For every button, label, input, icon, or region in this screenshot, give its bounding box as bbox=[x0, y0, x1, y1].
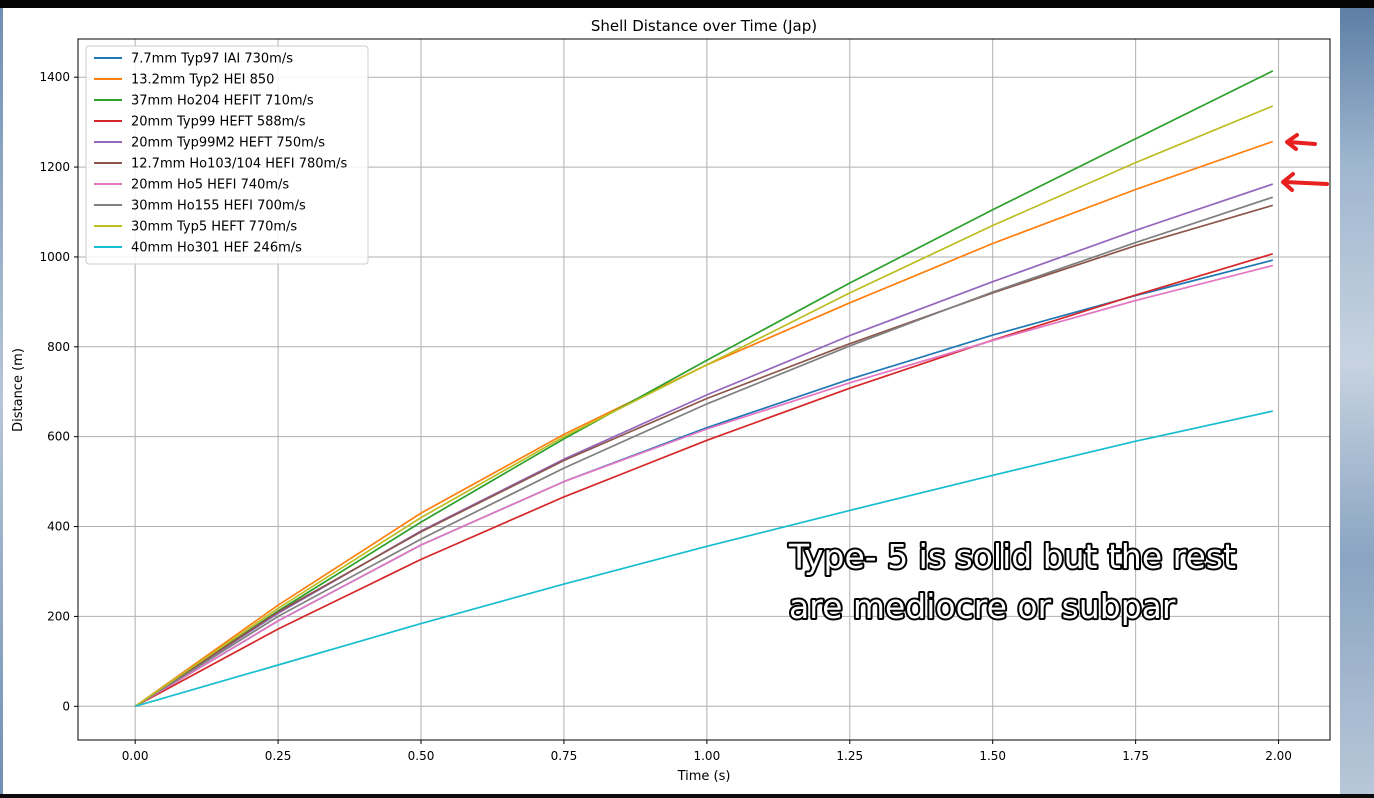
y-tick-label: 0 bbox=[62, 699, 70, 713]
y-axis-label: Distance (m) bbox=[11, 348, 26, 432]
legend-label: 40mm Ho301 HEF 246m/s bbox=[131, 241, 302, 256]
legend-label: 20mm Typ99 HEFT 588m/s bbox=[131, 115, 306, 130]
caption-line-1: Type- 5 is solid but the rest bbox=[788, 537, 1236, 576]
legend: 7.7mm Typ97 IAI 730m/s 13.2mm Typ2 HEI 85… bbox=[85, 45, 369, 265]
red-arrows bbox=[1281, 133, 1329, 192]
x-tick-label: 0.00 bbox=[122, 749, 149, 763]
arrow-head bbox=[1285, 133, 1299, 151]
y-tick-label: 1200 bbox=[39, 160, 70, 174]
x-tick-label: 2.00 bbox=[1265, 749, 1292, 763]
top-edge bbox=[0, 0, 1374, 8]
y-tick-label: 200 bbox=[47, 609, 70, 623]
caption-line-2: are mediocre or subpar bbox=[789, 587, 1176, 626]
arrow-shaft bbox=[1287, 140, 1317, 146]
legend-label: 30mm Ho155 HEFI 700m/s bbox=[131, 199, 306, 214]
x-tick-label: 1.00 bbox=[693, 749, 720, 763]
series-line bbox=[134, 259, 1274, 708]
plot-frame bbox=[77, 38, 1331, 741]
axis-ticks: 0.00 0.25 0.50 0.75 1.00 1.25 1.50 1.75 2.00 0 200… bbox=[39, 70, 1291, 763]
arrow-head bbox=[1281, 172, 1295, 192]
legend-box bbox=[85, 45, 369, 265]
legend-label: 13.2mm Typ2 HEI 850 bbox=[131, 73, 274, 88]
series-line bbox=[134, 70, 1274, 708]
x-tick-label: 0.25 bbox=[265, 749, 292, 763]
x-axis-label: Time (s) bbox=[677, 769, 731, 784]
x-tick-label: 1.50 bbox=[979, 749, 1006, 763]
series-line bbox=[134, 410, 1273, 708]
series-line bbox=[134, 252, 1274, 708]
legend-label: 20mm Typ99M2 HEFT 750m/s bbox=[131, 136, 325, 151]
x-tick-label: 0.50 bbox=[408, 749, 435, 763]
series-line bbox=[134, 264, 1274, 708]
y-tick-label: 800 bbox=[47, 340, 70, 354]
x-tick-label: 1.25 bbox=[836, 749, 863, 763]
x-tick-label: 1.75 bbox=[1122, 749, 1149, 763]
chart-title: Shell Distance over Time (Jap) bbox=[591, 17, 817, 35]
background-photo-right bbox=[1340, 8, 1374, 794]
y-tick-label: 1400 bbox=[39, 70, 70, 84]
chart-figure: Shell Distance over Time (Jap) 0.00 0.25 0… bbox=[3, 8, 1340, 794]
legend-label: 12.7mm Ho103/104 HEFI 780m/s bbox=[131, 157, 348, 172]
y-tick-label: 400 bbox=[47, 520, 70, 534]
y-tick-label: 1000 bbox=[39, 250, 70, 264]
series-line bbox=[134, 105, 1274, 708]
legend-label: 30mm Typ5 HEFT 770m/s bbox=[131, 220, 297, 235]
series-line bbox=[134, 204, 1274, 708]
x-tick-label: 0.75 bbox=[551, 749, 578, 763]
legend-label: 7.7mm Typ97 IAI 730m/s bbox=[131, 52, 293, 67]
legend-label: 20mm Ho5 HEFI 740m/s bbox=[131, 178, 289, 193]
series-line bbox=[134, 196, 1274, 708]
legend-label: 37mm Ho204 HEFIT 710m/s bbox=[131, 94, 314, 109]
line-chart: Shell Distance over Time (Jap) 0.00 0.25 0… bbox=[11, 17, 1331, 784]
series-lines bbox=[134, 70, 1274, 708]
background-photo-left bbox=[0, 8, 3, 794]
y-tick-label: 600 bbox=[47, 430, 70, 444]
arrow-shaft bbox=[1283, 180, 1329, 186]
